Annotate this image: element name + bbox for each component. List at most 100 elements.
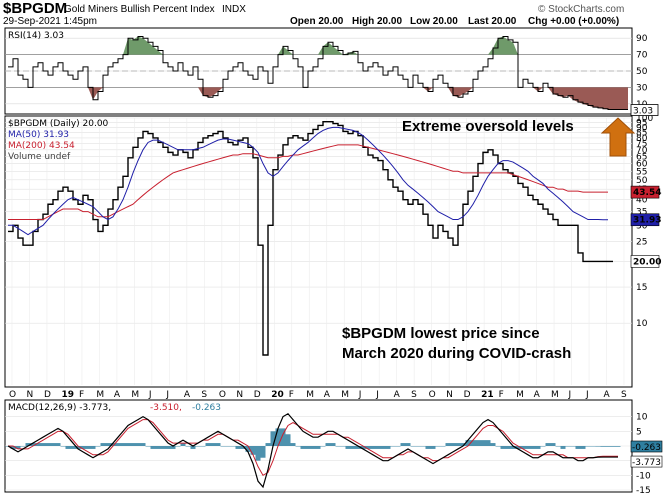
macd-histogram-bar	[35, 443, 41, 446]
macd-histogram-bar	[145, 446, 151, 447]
macd-histogram-bar	[215, 443, 221, 446]
macd-histogram-bar	[495, 446, 501, 447]
x-tick-label: N	[236, 390, 243, 400]
exchange-label: INDX	[222, 4, 246, 15]
macd-histogram-bar	[390, 446, 396, 447]
x-tick-label: F	[289, 390, 294, 400]
ma50-last-value-box	[630, 213, 660, 227]
macd-histogram-bar	[240, 446, 246, 449]
macd-histogram-bar	[200, 446, 206, 447]
macd-histogram-bar	[45, 443, 51, 446]
macd-histogram-bar	[445, 443, 451, 446]
macd-hist-last-value-box	[630, 440, 663, 453]
x-tick-label: M	[96, 390, 104, 400]
macd-histogram-bar	[405, 443, 411, 446]
macd-histogram-bar	[180, 443, 186, 446]
macd-histogram-bar	[265, 443, 271, 446]
macd-histogram-bar	[90, 446, 96, 449]
macd-histogram-bar	[140, 443, 146, 446]
macd-histogram-bar	[255, 446, 261, 461]
up-arrow-icon	[600, 117, 636, 157]
rsi-overbought-fill	[8, 36, 628, 55]
macd-histogram-bar	[570, 446, 576, 447]
x-tick-label: J	[148, 390, 152, 400]
rsi-last-value-box	[630, 104, 659, 116]
macd-histogram-bar	[60, 446, 66, 447]
macd-histogram-bar	[525, 446, 531, 449]
macd-histogram-bar	[605, 446, 611, 447]
macd-histogram-bar	[560, 446, 566, 449]
macd-histogram-bar	[530, 446, 536, 449]
price-tick-label: 55	[636, 167, 647, 177]
x-tick-label: N	[26, 390, 33, 400]
index-name: Gold Miners Bullish Percent Index	[64, 4, 215, 15]
last-label: Last 20.00	[468, 16, 517, 27]
macd-histogram-bar	[10, 446, 16, 449]
covid-annotation-line1: $BPGDM lowest price since	[342, 325, 540, 342]
macd-histogram-bar	[40, 443, 46, 446]
macd-histogram-bar	[400, 443, 406, 446]
macd-histogram-bar	[340, 446, 346, 447]
x-tick-label: A	[394, 390, 401, 400]
x-tick-label: A	[324, 390, 331, 400]
macd-histogram-bar	[105, 443, 111, 446]
macd-histogram-bar	[370, 446, 376, 449]
macd-histogram-bar	[590, 446, 596, 447]
macd-histogram-bar	[220, 446, 226, 447]
macd-histogram-bar	[55, 443, 61, 446]
macd-histogram-bar	[260, 446, 266, 458]
x-tick-label: S	[201, 390, 207, 400]
x-tick-label: J	[375, 390, 379, 400]
rsi-tick-label: 50	[636, 67, 648, 77]
open-label: Open 20.00	[290, 16, 344, 27]
macd-hist-last-value: -0.263	[632, 443, 661, 453]
x-tick-label: A	[534, 390, 541, 400]
x-tick-label: 21	[481, 390, 494, 400]
x-tick-label: M	[551, 390, 559, 400]
macd-histogram-bar	[385, 446, 391, 449]
price-tick-label: 30	[636, 221, 648, 231]
rsi-tick-label: 90	[636, 34, 648, 44]
macd-histogram-bar	[230, 446, 236, 447]
price-tick-label: 10	[636, 319, 648, 329]
macd-histogram-bar	[435, 446, 441, 447]
rsi-oversold-fill	[8, 87, 628, 110]
macd-series: -0.263 -3.773	[5, 412, 663, 489]
macd-histogram-bar	[30, 443, 36, 446]
macd-histogram-bar	[355, 446, 361, 449]
x-tick-label: M	[341, 390, 349, 400]
x-tick-label: D	[464, 390, 471, 400]
macd-last-value-box	[630, 455, 663, 468]
macd-histogram-bar	[85, 446, 91, 449]
macd-histogram-bar	[395, 446, 401, 447]
price-tick-label: 90	[636, 123, 648, 133]
high-label: High 20.00	[352, 16, 402, 27]
macd-histogram-bar	[540, 446, 546, 447]
x-tick-label: S	[411, 390, 417, 400]
macd-histogram-bar	[175, 446, 181, 447]
ma50-legend: MA(50) 31.93	[8, 130, 69, 140]
macd-histogram-bar	[50, 443, 56, 446]
x-tick-label: F	[499, 390, 504, 400]
macd-histogram-bar	[65, 446, 71, 449]
ma200-last-value-box	[630, 185, 660, 199]
macd-histogram-bar	[600, 446, 606, 447]
macd-histogram-bar	[450, 443, 456, 446]
macd-histogram-bar	[595, 446, 601, 447]
macd-histogram-bar	[95, 446, 101, 447]
macd-histogram-bar	[205, 443, 211, 446]
price-tick-label: 75	[636, 140, 647, 150]
macd-histogram-bar	[480, 440, 486, 446]
price-panel	[4, 115, 633, 388]
rsi-line	[8, 36, 628, 111]
macd-histogram-bar	[430, 446, 436, 449]
price-tick-label: 100	[636, 114, 653, 124]
macd-histogram-bar	[170, 446, 176, 449]
macd-histogram-bar	[160, 446, 166, 449]
macd-signal-legend: -3.510,	[150, 403, 182, 413]
macd-histogram-bar	[510, 446, 516, 449]
macd-tick-label: -15	[636, 486, 651, 496]
macd-histogram-bar	[325, 443, 331, 446]
macd-histogram-bar	[465, 440, 471, 446]
